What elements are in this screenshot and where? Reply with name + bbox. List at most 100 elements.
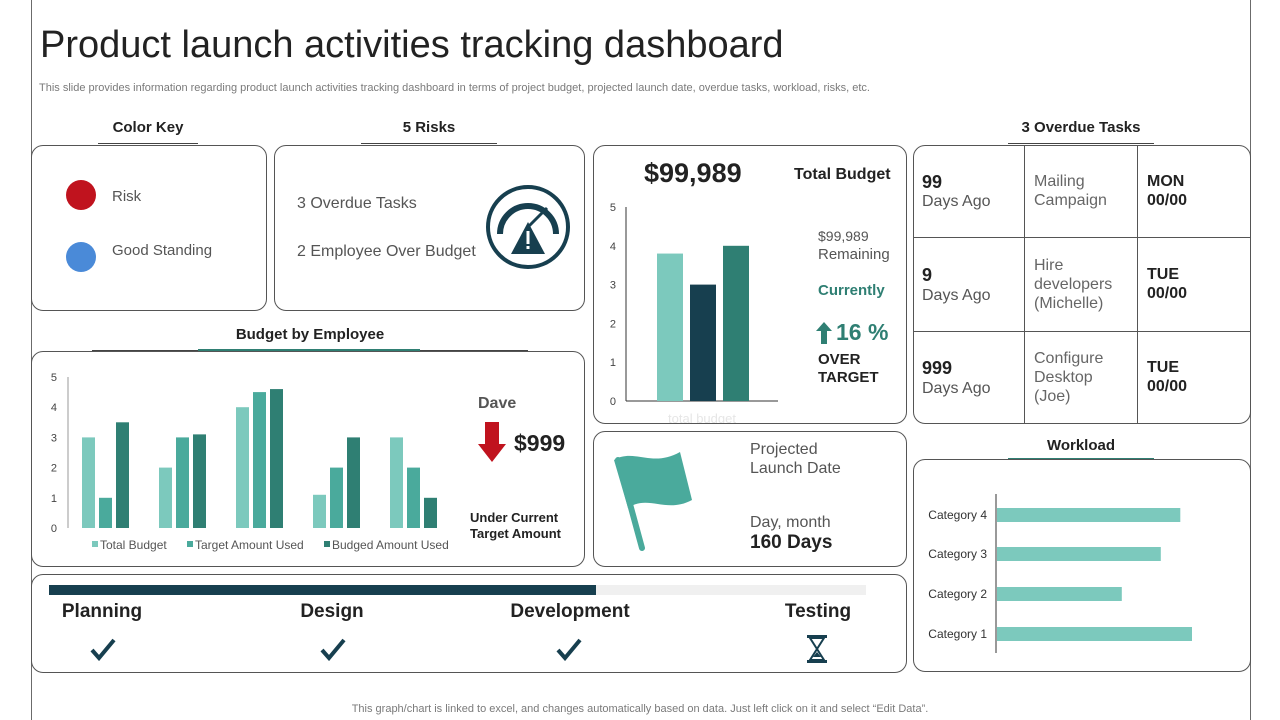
overdue-row-1-task-2: Campaign <box>1034 192 1107 209</box>
employee-header: Budget by Employee <box>235 326 385 343</box>
risks-panel: 3 Overdue Tasks 2 Employee Over Budget <box>274 145 585 311</box>
total-budget-bar <box>690 284 716 401</box>
workload-panel: Category 4 Category 3 Category 2 Category 1 <box>913 459 1251 672</box>
overdue-panel: 99 Days Ago Mailing Campaign MON 00/00 9… <box>913 145 1251 424</box>
planning-check-icon <box>90 638 116 661</box>
projected-label-line2: Launch Date <box>750 460 841 477</box>
workload-category-label: Category 4 <box>928 508 987 522</box>
over-label: OVER <box>818 351 861 368</box>
target-amount-label: Target Amount <box>470 526 561 541</box>
overdue-header: 3 Overdue Tasks <box>1021 119 1141 136</box>
employee-ytick: 4 <box>51 402 57 414</box>
employee-budget-chart: 0 1 2 3 4 5 Total Budget Target Amount Used Budg… <box>51 372 449 552</box>
total-budget-ytick: 5 <box>610 202 616 214</box>
color-key-panel: Risk Good Standing <box>31 145 267 311</box>
risks-header: 5 Risks <box>402 119 456 136</box>
page-title: Product launch activities tracking dashb… <box>40 24 784 66</box>
employee-bar <box>99 497 112 528</box>
stage-design-label: Design <box>300 601 364 622</box>
stages-progress-track <box>49 585 866 595</box>
overdue-row-2-date: 00/00 <box>1147 285 1188 302</box>
employee-bar <box>390 437 403 528</box>
budget-percent: 16 % <box>836 319 889 345</box>
overdue-row-2-task-1: Hire <box>1034 257 1064 274</box>
overdue-row-3-days: 999 <box>922 358 953 378</box>
employee-bar <box>270 389 283 528</box>
footer-note: This graph/chart is linked to excel, and… <box>351 703 929 715</box>
workload-bar <box>997 627 1192 641</box>
employee-bar <box>176 437 189 528</box>
overdue-row-2-task-2: developers <box>1034 276 1113 293</box>
employee-underline-accent <box>198 349 420 351</box>
total-budget-bar <box>657 253 683 401</box>
overdue-row-2-days: 9 <box>922 265 933 285</box>
employee-bar <box>330 467 343 528</box>
risk-item-overdue: 3 Overdue Tasks <box>297 195 417 212</box>
total-budget-chart: 0 1 2 3 4 5 total budget <box>610 202 778 423</box>
overdue-row-2-ago: Days Ago <box>922 287 991 304</box>
arrow-down-icon <box>478 422 506 462</box>
overdue-divider-2 <box>914 331 1250 332</box>
overdue-row-1-days: 99 <box>922 172 943 192</box>
employee-amount: $999 <box>514 430 566 456</box>
stages-panel: Planning Design Development Testing <box>31 574 907 673</box>
target-label: TARGET <box>818 369 879 386</box>
total-budget-x-label: total budget <box>668 411 736 423</box>
flag-icon <box>614 452 692 551</box>
employee-bar <box>407 467 420 528</box>
good-standing-dot-icon <box>66 242 96 272</box>
workload-category-label: Category 3 <box>928 547 987 561</box>
stage-testing-label: Testing <box>784 601 852 622</box>
employee-name: Dave <box>478 395 517 412</box>
budget-amount: $99,989 <box>644 158 742 188</box>
design-check-icon <box>320 638 346 661</box>
employee-bar <box>82 437 95 528</box>
workload-bar <box>997 508 1181 522</box>
overdue-row-1-ago: Days Ago <box>922 193 991 210</box>
overdue-divider-1 <box>914 237 1250 238</box>
stages-progress-fill <box>49 585 597 595</box>
launch-days: 160 Days <box>750 532 833 553</box>
day-month-label: Day, month <box>750 514 831 531</box>
overdue-underline <box>1008 143 1154 144</box>
overdue-col-divider-2 <box>1137 146 1138 423</box>
workload-category-label: Category 2 <box>928 587 987 601</box>
employee-bar <box>236 407 249 528</box>
employee-ytick: 5 <box>51 372 57 384</box>
risks-underline <box>361 143 497 144</box>
hourglass-icon <box>807 635 827 663</box>
overdue-row-1-task-1: Mailing <box>1034 173 1085 190</box>
employee-bar <box>159 467 172 528</box>
risk-item-over-budget: 2 Employee Over Budget <box>297 243 476 260</box>
employee-bar <box>193 434 206 528</box>
employee-legend-label: Budged Amount Used <box>332 538 449 552</box>
employee-bar <box>313 494 326 528</box>
workload-category-label: Category 1 <box>928 627 987 641</box>
employee-ytick: 1 <box>51 493 57 505</box>
employee-ytick: 0 <box>51 523 57 535</box>
total-budget-ytick: 0 <box>610 396 616 408</box>
employee-bar <box>116 422 129 528</box>
employee-legend-swatch <box>187 541 193 547</box>
workload-bar <box>997 587 1122 601</box>
employee-bar <box>347 437 360 528</box>
risk-gauge-icon <box>486 185 570 269</box>
overdue-row-3-day: TUE <box>1147 359 1179 376</box>
workload-bar <box>997 547 1161 561</box>
overdue-row-3-task-1: Configure <box>1034 350 1104 367</box>
arrow-up-icon <box>816 322 832 344</box>
employee-ytick: 2 <box>51 463 57 475</box>
color-key-header: Color Key <box>112 119 184 136</box>
total-budget-ytick: 1 <box>610 357 616 369</box>
overdue-row-3-task-2: Desktop <box>1034 369 1093 386</box>
projected-label-line1: Projected <box>750 441 818 458</box>
overdue-row-1-day: MON <box>1147 173 1185 190</box>
employee-legend-swatch <box>92 541 98 547</box>
total-budget-ytick: 3 <box>610 280 616 292</box>
good-standing-label: Good Standing <box>112 242 213 259</box>
total-budget-panel: $99,989 Total Budget 0 1 2 3 4 5 total budget … <box>593 145 907 424</box>
color-key-underline <box>98 143 198 144</box>
budget-remaining-label: Remaining <box>818 246 890 263</box>
projected-launch-panel: Projected Launch Date Day, month 160 Day… <box>593 431 907 567</box>
risk-label: Risk <box>112 188 142 205</box>
